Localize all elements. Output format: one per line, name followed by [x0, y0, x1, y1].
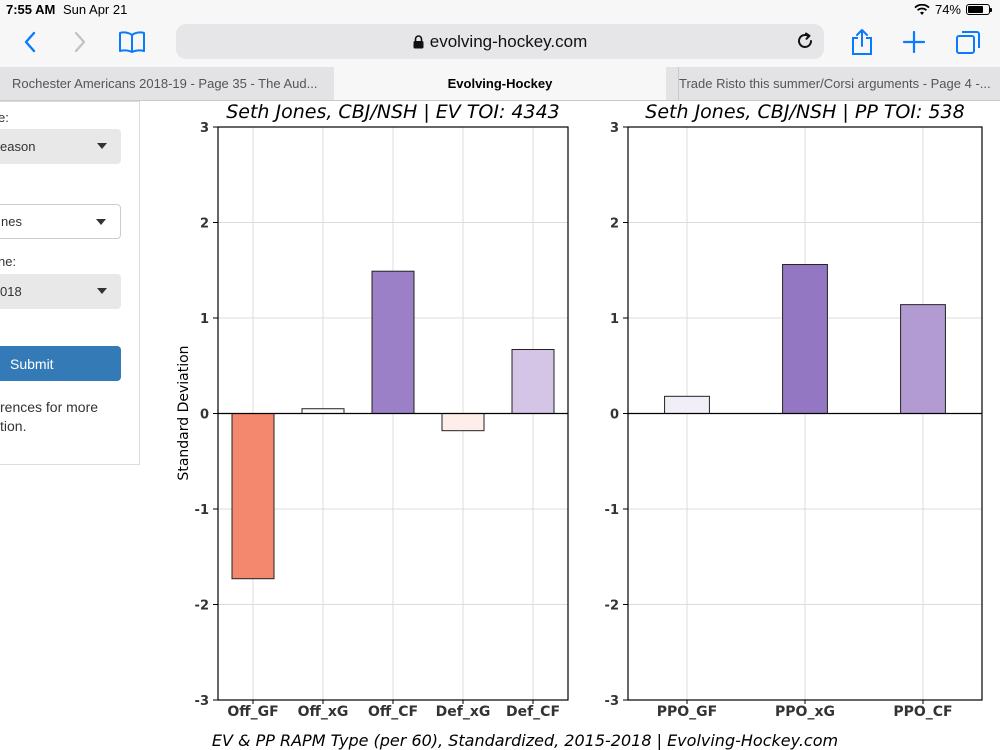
battery-percent: 74%	[934, 2, 961, 17]
y-tick-label: 1	[610, 312, 619, 327]
reload-icon	[798, 32, 812, 48]
timeframe-select[interactable]: 018	[0, 274, 121, 309]
bar-off-cf	[371, 270, 415, 414]
address-bar[interactable]: evolving-hockey.com	[176, 24, 824, 59]
share-button[interactable]	[844, 24, 880, 60]
status-right: 74%	[914, 2, 992, 17]
select-value: 018	[0, 284, 22, 299]
season-type-select[interactable]: eason	[0, 129, 121, 164]
tabs-icon	[956, 31, 980, 54]
select-value: eason	[0, 139, 36, 154]
wifi-icon	[914, 3, 930, 15]
status-date: Sun Apr 21	[63, 2, 128, 17]
tab-bar: Rochester Americans 2018-19 - Page 35 - …	[0, 67, 1000, 101]
tab-label: Evolving-Hockey	[447, 76, 553, 91]
tab-label: Trade Risto this summer/Corsi arguments …	[679, 76, 991, 91]
x-tick-label: Def_xG	[436, 704, 491, 720]
timeframe-label: ne:	[0, 254, 17, 269]
chevron-down-icon	[96, 219, 106, 225]
browser-toolbar: evolving-hockey.com	[0, 20, 1000, 67]
y-tick-label: -1	[605, 503, 619, 518]
y-tick-label: -3	[605, 694, 619, 709]
y-tick-label: 0	[610, 408, 619, 423]
y-tick-label: 2	[200, 217, 209, 232]
tab-evolving-hockey[interactable]: Evolving-Hockey	[334, 67, 666, 100]
submit-label: Submit	[10, 355, 54, 372]
chevron-down-icon	[97, 143, 107, 149]
chevron-down-icon	[97, 288, 107, 294]
y-tick-label: -2	[195, 599, 209, 614]
y-tick-label: 3	[610, 121, 619, 136]
bar-ppo-cf	[900, 304, 946, 415]
plot-frame	[627, 126, 983, 701]
y-tick-label: -3	[195, 694, 209, 709]
sidebar-panel: e: eason nes ne: 018 Submit rences for m…	[0, 101, 140, 465]
sidebar-note: rences for more tion.	[0, 398, 130, 436]
y-tick-label: -1	[195, 503, 209, 518]
chart-title: Seth Jones, CBJ/NSH | PP TOI: 538	[645, 101, 964, 123]
forward-button[interactable]	[62, 24, 98, 60]
bar-ppo-gf	[664, 395, 710, 414]
status-time: 7:55 AM	[6, 2, 56, 17]
tab-trade-risto[interactable]: Trade Risto this summer/Corsi arguments …	[678, 67, 1000, 100]
bar-def-cf	[511, 349, 555, 415]
bar-off-gf	[231, 413, 275, 580]
reload-button[interactable]	[792, 28, 818, 54]
lock-icon	[413, 34, 424, 48]
note-line: tion.	[0, 418, 27, 434]
status-bar: 7:55 AM Sun Apr 21 74%	[0, 0, 1000, 20]
bar-ppo-xg	[782, 264, 828, 414]
url-text: evolving-hockey.com	[429, 31, 588, 51]
y-axis-label: Standard Deviation	[176, 345, 192, 480]
y-tick-label: -2	[605, 599, 619, 614]
y-tick-label: 2	[610, 217, 619, 232]
bar-off-xg	[301, 408, 345, 415]
note-line: rences for more	[0, 399, 99, 415]
submit-button[interactable]: Submit	[0, 346, 121, 381]
chart-footer: EV & PP RAPM Type (per 60), Standardized…	[212, 731, 838, 750]
share-icon	[852, 29, 872, 55]
chart-title: Seth Jones, CBJ/NSH | EV TOI: 4343	[226, 101, 560, 123]
x-tick-label: Off_GF	[227, 704, 278, 720]
book-icon	[119, 31, 145, 53]
plot-frame	[217, 126, 569, 701]
bookmarks-button[interactable]	[114, 24, 150, 60]
chevron-right-icon	[74, 31, 86, 53]
x-tick-label: PPO_CF	[893, 704, 952, 720]
x-tick-label: PPO_xG	[775, 704, 835, 720]
new-tab-button[interactable]	[896, 24, 932, 60]
tabs-overview-button[interactable]	[950, 24, 986, 60]
chevron-left-icon	[24, 31, 36, 53]
x-tick-label: Off_CF	[368, 704, 418, 720]
y-tick-label: 0	[200, 408, 209, 423]
x-tick-label: Off_xG	[298, 704, 349, 720]
x-tick-label: PPO_GF	[657, 704, 717, 720]
back-button[interactable]	[12, 24, 48, 60]
tab-rochester[interactable]: Rochester Americans 2018-19 - Page 35 - …	[12, 67, 332, 100]
y-tick-label: 1	[200, 312, 209, 327]
y-tick-label: 3	[200, 121, 209, 136]
x-tick-label: Def_CF	[506, 704, 560, 720]
select-value: nes	[1, 214, 22, 229]
season-type-label: e:	[0, 110, 9, 125]
plus-icon	[902, 30, 926, 54]
battery-icon	[966, 4, 992, 15]
player-select[interactable]: nes	[0, 204, 121, 239]
tab-label: Rochester Americans 2018-19 - Page 35 - …	[12, 76, 318, 91]
bar-def-xg	[441, 413, 485, 432]
